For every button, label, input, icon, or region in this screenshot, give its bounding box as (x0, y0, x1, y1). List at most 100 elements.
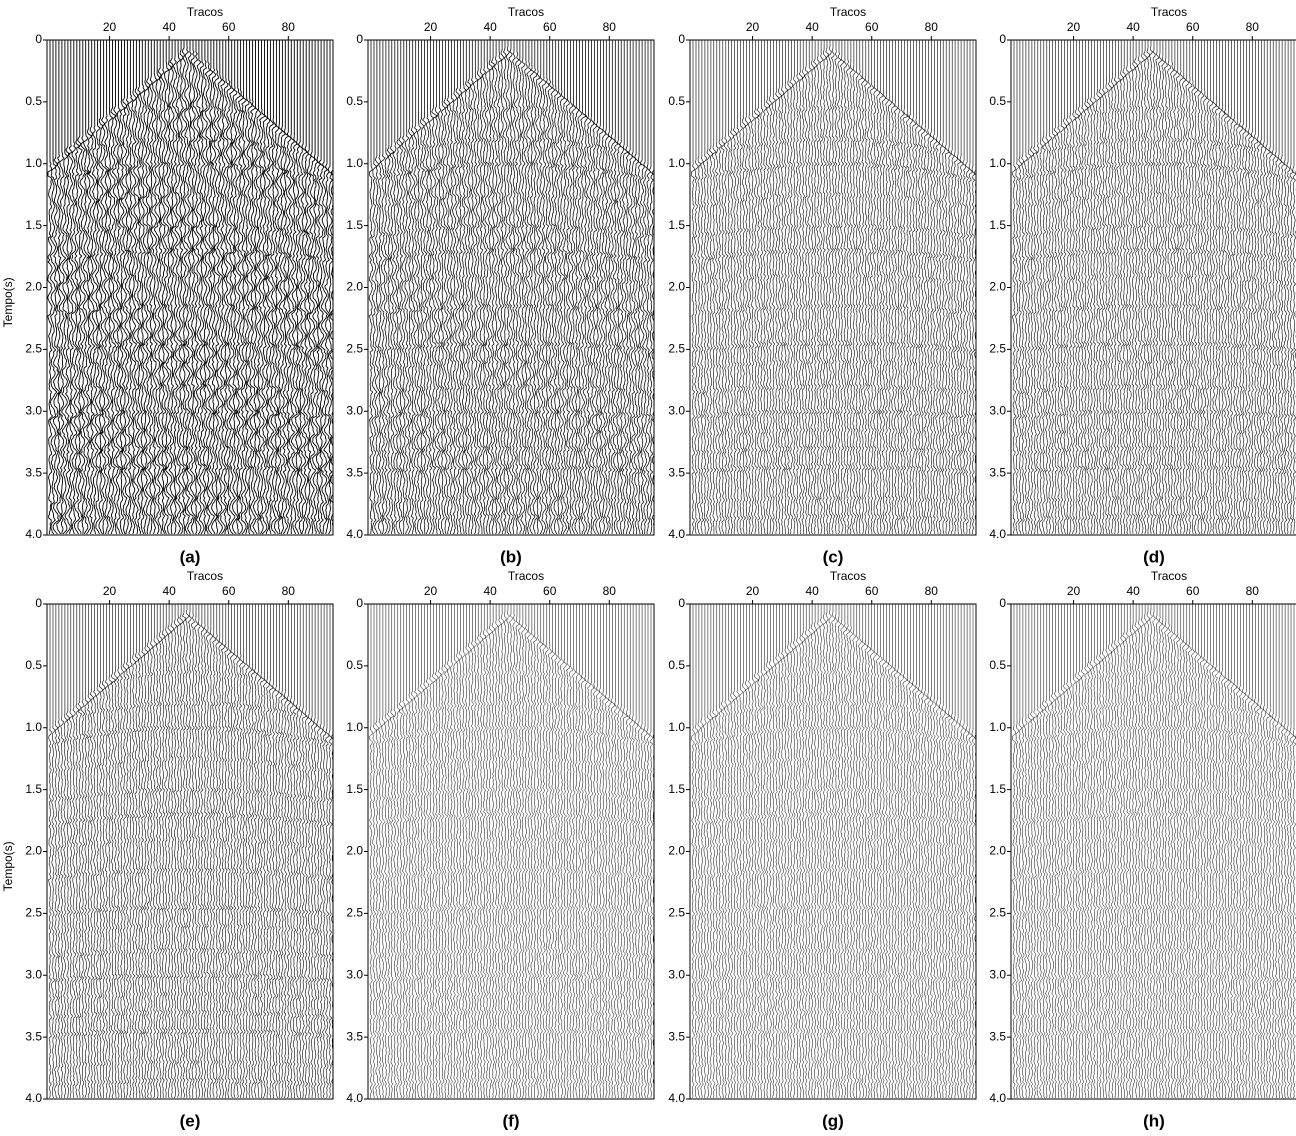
trace (1241, 604, 1246, 1099)
trace (71, 604, 77, 1099)
trace (1083, 40, 1089, 535)
trace (911, 604, 917, 1099)
y-tick-label: 3.5 (25, 465, 42, 479)
trace (917, 40, 923, 535)
trace (512, 604, 517, 1099)
trace (1098, 604, 1104, 1099)
trace (266, 40, 275, 535)
trace (87, 40, 96, 535)
trace (318, 40, 325, 535)
trace (595, 40, 601, 535)
trace (864, 40, 869, 535)
x-tick-label: 60 (865, 20, 879, 34)
trace (801, 604, 806, 1099)
y-tick-label: 2.5 (25, 342, 42, 356)
trace (1265, 40, 1272, 535)
trace (517, 40, 524, 535)
trace (795, 40, 800, 535)
trace (278, 40, 287, 535)
trace (467, 604, 472, 1099)
trace (170, 604, 175, 1099)
trace (1274, 40, 1279, 535)
trace (580, 604, 587, 1099)
y-tick-label: 0.5 (989, 658, 1006, 672)
trace (513, 40, 520, 535)
trace (111, 40, 120, 535)
trace (56, 40, 62, 535)
trace (774, 40, 780, 535)
trace (473, 604, 478, 1099)
frame (1010, 39, 1296, 536)
trace (613, 604, 618, 1099)
trace (385, 40, 392, 535)
trace (747, 40, 753, 535)
traces (1011, 40, 1296, 535)
trace (804, 40, 809, 535)
trace (720, 40, 726, 535)
trace (1200, 604, 1205, 1099)
y-tick-label: 3.5 (989, 1029, 1006, 1043)
trace (229, 604, 235, 1099)
y-tick-label: 1.0 (346, 720, 363, 734)
trace (253, 604, 258, 1099)
trace (878, 604, 883, 1099)
x-tick-label: 20 (103, 20, 117, 34)
trace (538, 604, 544, 1099)
trace (232, 604, 237, 1099)
trace (256, 604, 262, 1099)
trace (603, 40, 610, 535)
trace (586, 604, 591, 1099)
trace (273, 40, 281, 535)
trace (1032, 40, 1038, 535)
panel-label: (g) (822, 1111, 844, 1130)
trace (54, 604, 59, 1099)
trace (1072, 604, 1076, 1099)
trace (932, 40, 938, 534)
trace (1098, 40, 1104, 535)
trace (1274, 604, 1279, 1099)
trace (113, 604, 119, 1099)
trace (607, 604, 612, 1099)
trace (732, 40, 738, 535)
trace (1280, 40, 1286, 535)
trace (962, 604, 967, 1099)
trace (619, 604, 624, 1099)
trace (1220, 40, 1226, 535)
trace (843, 604, 848, 1099)
trace (591, 40, 598, 535)
trace (849, 604, 854, 1099)
trace (1128, 40, 1133, 534)
trace (263, 40, 271, 535)
trace (950, 40, 955, 535)
trace (77, 604, 83, 1098)
trace (1032, 604, 1038, 1099)
trace (173, 604, 178, 1099)
trace (583, 604, 588, 1099)
trace (872, 40, 878, 535)
trace (292, 604, 298, 1099)
trace (855, 604, 860, 1099)
trace (545, 604, 550, 1099)
trace (401, 40, 407, 535)
trace (1039, 604, 1044, 1099)
trace (118, 40, 126, 535)
panel-label: (e) (180, 1111, 201, 1130)
x-tick-label: 80 (1246, 584, 1260, 598)
trace (497, 604, 502, 1099)
trace (867, 604, 872, 1098)
panel: 20 40 60 80 Tracos 0 0.5 1.0 1.5 2.0 2.5 3.0 3.5 4.0 (… (346, 5, 655, 566)
trace (123, 40, 131, 535)
trace (64, 40, 71, 535)
trace (532, 40, 538, 535)
trace (271, 604, 276, 1098)
trace (122, 604, 128, 1099)
trace (596, 604, 601, 1099)
trace (280, 604, 286, 1099)
y-tick-label: 1.0 (989, 720, 1006, 734)
trace (1238, 40, 1244, 535)
y-tick-label: 2.5 (668, 906, 685, 920)
trace (136, 40, 144, 535)
y-tick-label: 2.0 (25, 280, 42, 294)
trace (875, 40, 881, 535)
trace (965, 604, 970, 1099)
